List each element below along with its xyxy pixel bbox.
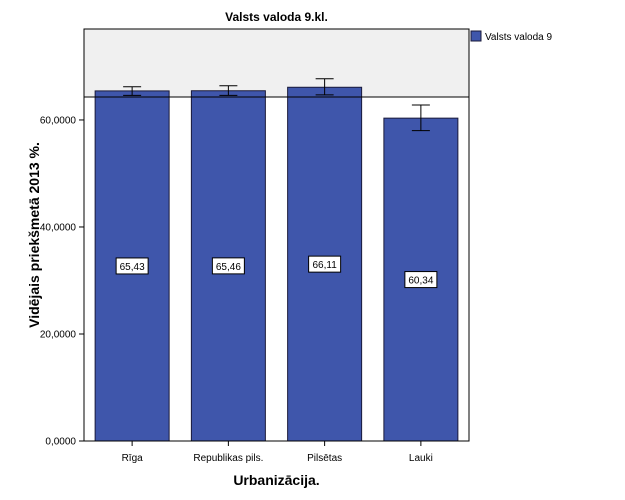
chart-title: Valsts valoda 9.kl. [225,10,328,24]
y-axis-title: Vidējais priekšmetā 2013 %. [26,142,42,328]
y-tick-label: 40,0000 [40,222,77,233]
data-label-box [404,271,438,289]
data-label: 60,34 [408,276,433,287]
data-label: 65,46 [216,262,241,273]
x-axis-title: Urbanizācija. [233,472,319,488]
legend-label: Valsts valoda 9 [485,32,553,43]
data-label-box [115,257,149,275]
y-tick-label: 0,0000 [45,437,76,448]
data-label: 66,11 [312,260,337,271]
plot-background-upper [84,29,469,97]
plot-frame [83,28,470,442]
y-tick-label: 20,0000 [40,329,77,340]
legend-swatch [470,30,482,42]
x-tick-label: Rīga [122,453,144,464]
x-tick-label: Republikas pils. [193,453,263,464]
y-tick-label: 60,0000 [40,115,77,126]
data-label-box [308,255,342,273]
data-label: 65,43 [120,262,145,273]
x-tick-label: Pilsētas [307,453,342,464]
x-tick-label: Lauki [409,453,433,464]
data-label-box [211,257,245,275]
